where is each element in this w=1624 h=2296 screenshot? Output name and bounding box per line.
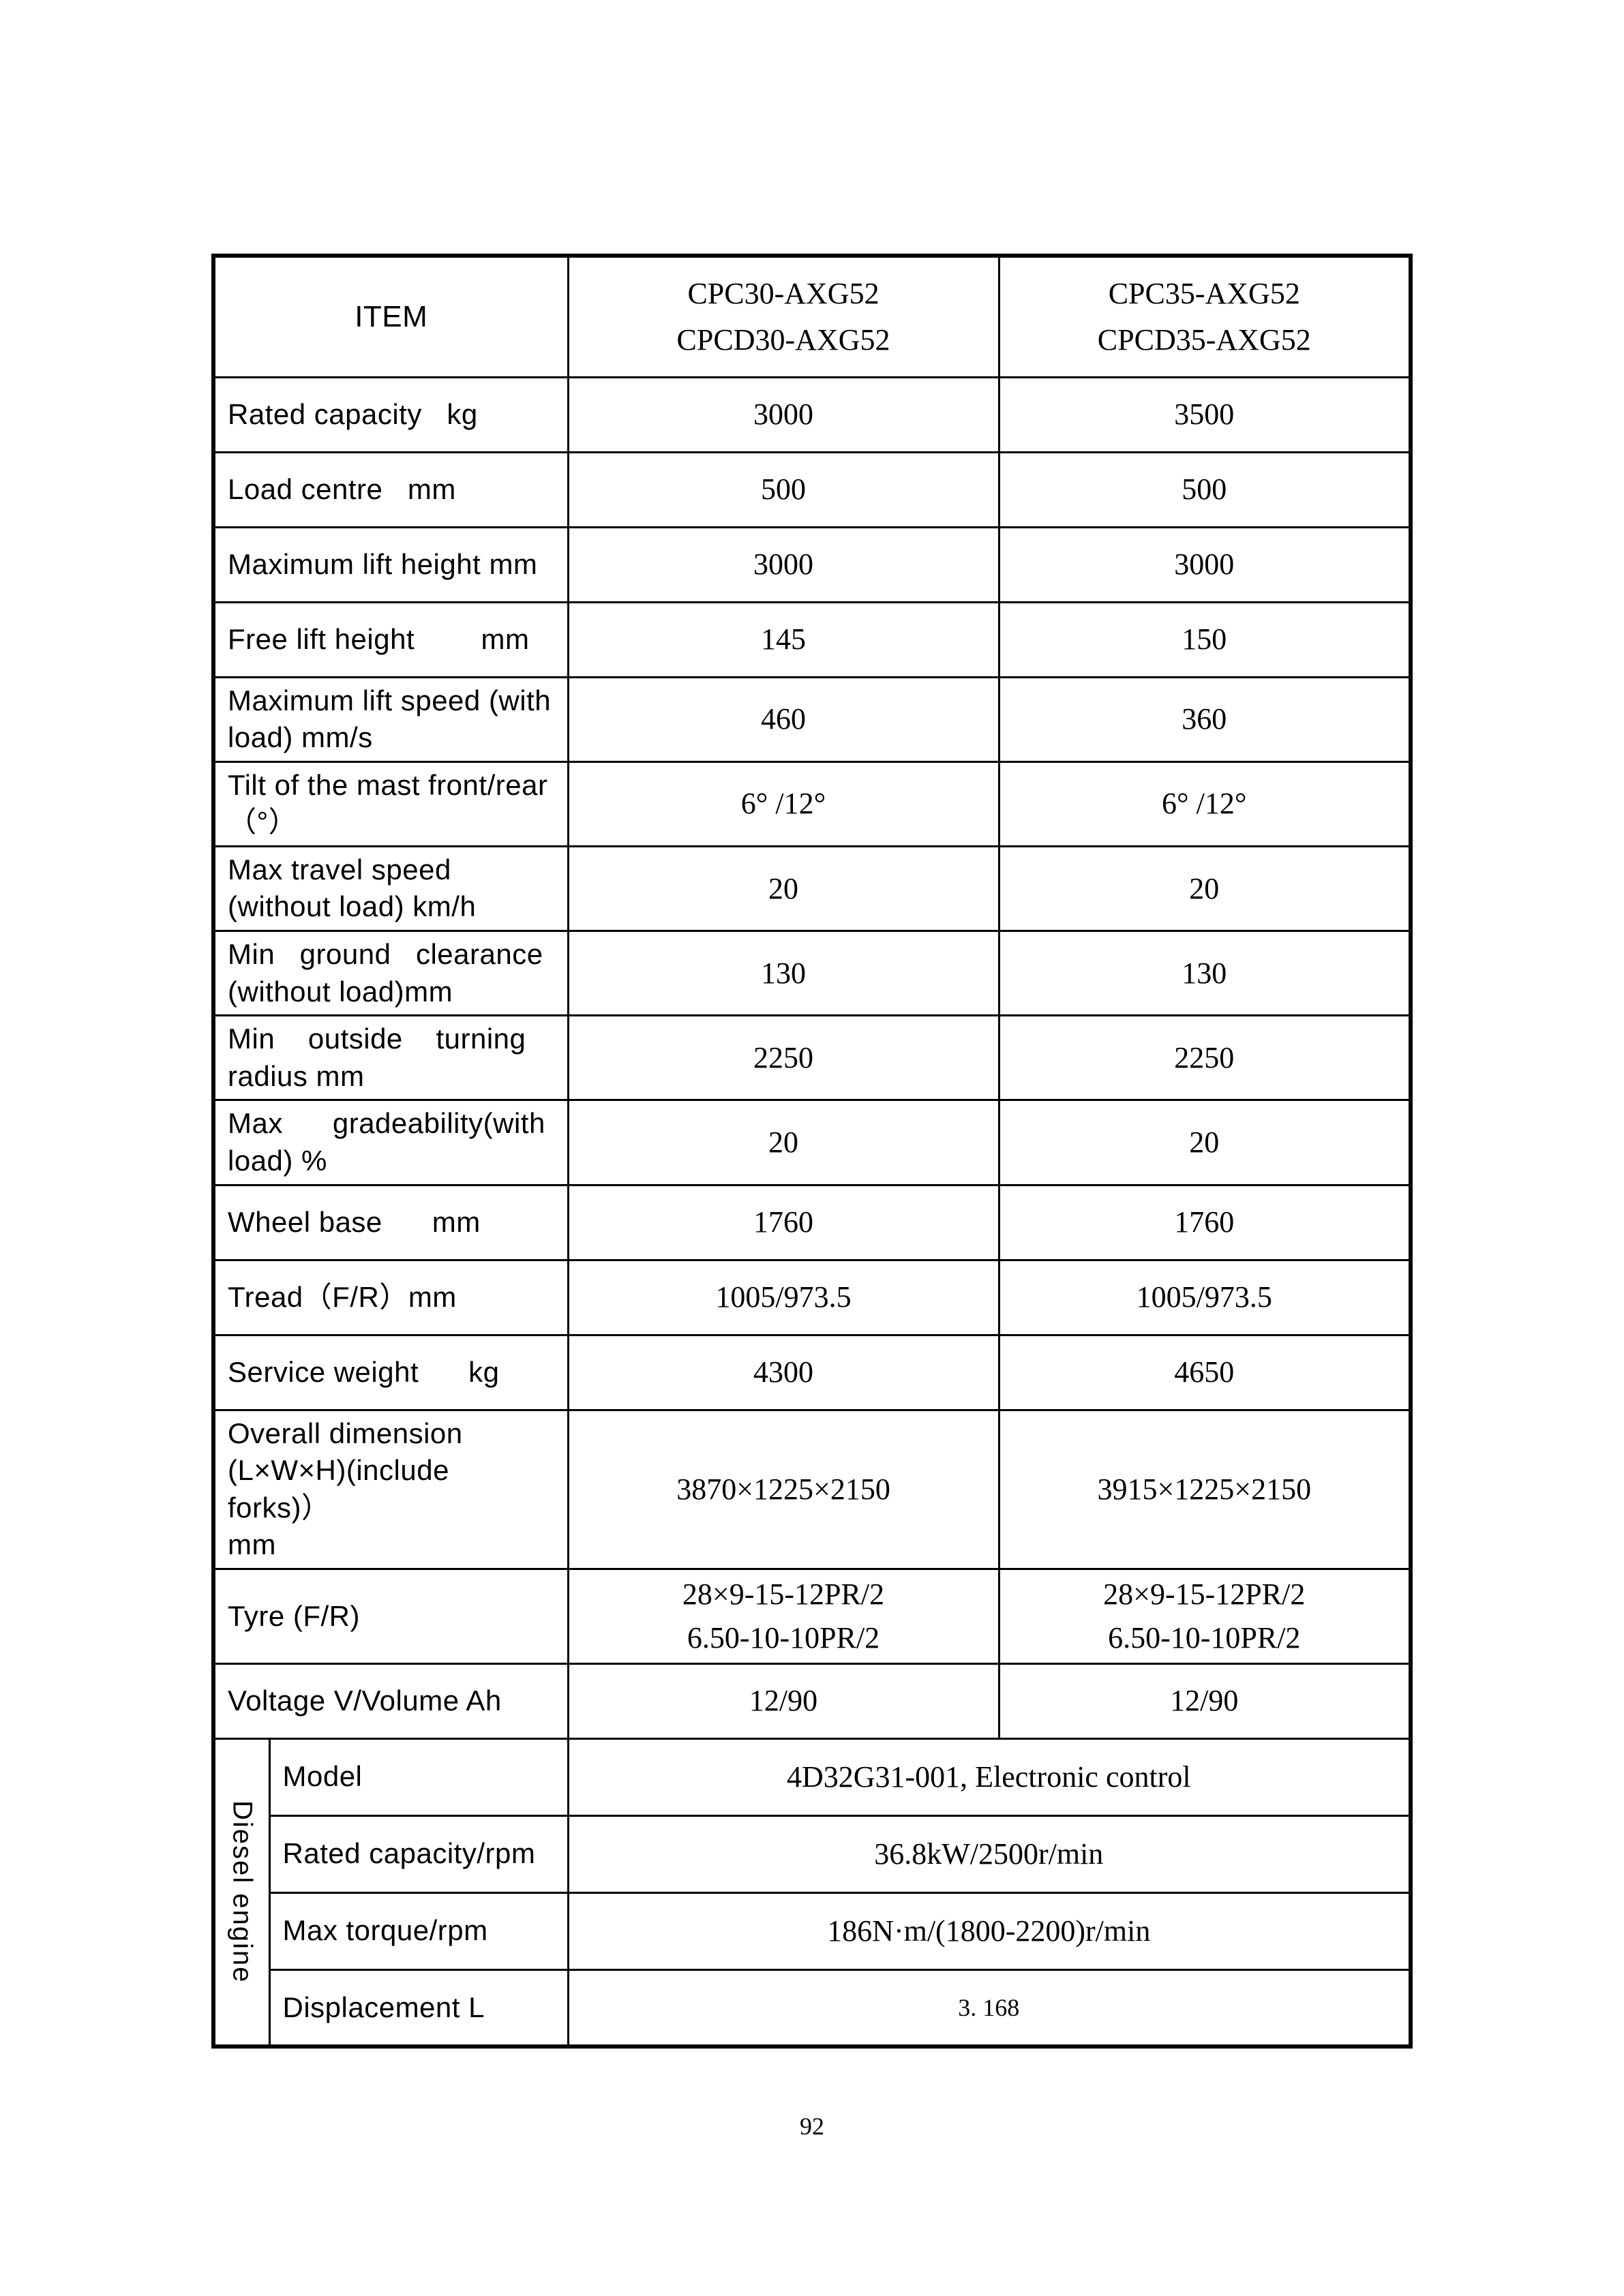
spec-label-rated-capacity: Rated capacity kg (212, 376, 569, 453)
engine-section-row: Rated capacity/rpm 36.8kW/2500r/min (213, 1814, 1412, 1894)
engine-value-displacement: 3. 168 (567, 1968, 1412, 2048)
spec-label-wheel-base: Wheel base mm (212, 1183, 569, 1261)
spec-value-b: 3000 (997, 526, 1412, 603)
spec-value-b: 1005/973.5 (997, 1258, 1412, 1336)
spec-value-b: 1760 (997, 1183, 1412, 1261)
spec-label-min-ground-clearance: Min ground clearance (without load)mm (212, 930, 569, 1017)
table-row: Voltage V/Volume Ah 12/90 12/90 (212, 1662, 1412, 1740)
engine-value-max-torque: 186N·m/(1800-2200)r/min (567, 1891, 1412, 1971)
table-header-row: ITEM CPC30-AXG52 CPCD30-AXG52 CPC35-AXG5… (212, 254, 1412, 378)
spec-value-a: 20 (567, 845, 1000, 933)
spec-value-b: 3500 (997, 376, 1412, 453)
table-row: Wheel base mm 1760 1760 (212, 1183, 1412, 1261)
engine-section-row: Max torque/rpm 186N·m/(1800-2200)r/min (213, 1891, 1412, 1971)
spec-label-tyre: Tyre (F/R) (212, 1568, 569, 1665)
spec-value-a: 3870×1225×2150 (567, 1408, 1000, 1571)
table-row: Service weight kg 4300 4650 (212, 1333, 1412, 1411)
spec-value-a: 4300 (567, 1333, 1000, 1411)
spec-value-a: 500 (567, 451, 1000, 528)
spec-label-load-centre: Load centre mm (212, 451, 569, 528)
spec-value-b: 20 (997, 845, 1412, 933)
spec-value-a: 28×9-15-12PR/2 6.50-10-10PR/2 (567, 1568, 1000, 1665)
engine-label-max-torque: Max torque/rpm (268, 1891, 569, 1971)
spec-value-a: 3000 (567, 526, 1000, 603)
table-row: Max travel speed (without load) km/h 20 … (212, 845, 1412, 933)
table-row: Tread（F/R）mm 1005/973.5 1005/973.5 (212, 1258, 1412, 1336)
engine-group-label: Diesel engine (212, 1737, 271, 2048)
table-row: Rated capacity kg 3000 3500 (212, 376, 1412, 453)
spec-label-max-gradeability: Max gradeability(with load) % (212, 1099, 569, 1186)
table-row: Free lift height mm 145 150 (212, 601, 1412, 678)
spec-label-max-lift-speed: Maximum lift speed (with load) mm/s (212, 676, 569, 763)
spec-value-b: 12/90 (997, 1662, 1412, 1740)
engine-label-displacement: Displacement L (268, 1968, 569, 2048)
spec-value-a: 3000 (567, 376, 1000, 453)
spec-value-a: 145 (567, 601, 1000, 678)
spec-label-max-lift-height: Maximum lift height mm (212, 526, 569, 603)
spec-value-b: 2250 (997, 1014, 1412, 1102)
spec-label-free-lift-height: Free lift height mm (212, 601, 569, 678)
engine-value-model: 4D32G31-001, Electronic control (567, 1737, 1412, 1817)
spec-value-a: 1005/973.5 (567, 1258, 1000, 1336)
engine-value-rated-capacity: 36.8kW/2500r/min (567, 1814, 1412, 1894)
table-row: Maximum lift speed (with load) mm/s 460 … (212, 676, 1412, 763)
spec-value-b: 6° /12° (997, 760, 1412, 847)
table-row: Min ground clearance (without load)mm 13… (212, 930, 1412, 1017)
spec-label-overall-dimension: Overall dimension (L×W×H)(include forks)… (212, 1408, 569, 1571)
spec-value-a: 130 (567, 930, 1000, 1017)
spec-value-b: 20 (997, 1099, 1412, 1186)
engine-section-row: Diesel engine Model 4D32G31-001, Electro… (212, 1737, 1412, 2048)
table-row: Max gradeability(with load) % 20 20 (212, 1099, 1412, 1186)
spec-value-a: 6° /12° (567, 760, 1000, 847)
spec-value-a: 1760 (567, 1183, 1000, 1261)
spec-label-min-turning-radius: Min outside turning radius mm (212, 1014, 569, 1102)
header-model-a-cell: CPC30-AXG52 CPCD30-AXG52 (567, 254, 1000, 378)
table-row: Load centre mm 500 500 (212, 451, 1412, 528)
table-row: Min outside turning radius mm 2250 2250 (212, 1014, 1412, 1102)
spec-value-b: 28×9-15-12PR/2 6.50-10-10PR/2 (997, 1568, 1412, 1665)
spec-label-tread: Tread（F/R）mm (212, 1258, 569, 1336)
engine-label-rated-capacity: Rated capacity/rpm (268, 1814, 569, 1894)
spec-value-b: 3915×1225×2150 (997, 1408, 1412, 1571)
spec-value-b: 150 (997, 601, 1412, 678)
header-model-b-cell: CPC35-AXG52 CPCD35-AXG52 (997, 254, 1412, 378)
spec-label-voltage: Voltage V/Volume Ah (212, 1662, 569, 1740)
table-row: Tilt of the mast front/rear （°） 6° /12° … (212, 760, 1412, 847)
spec-value-a: 460 (567, 676, 1000, 763)
spec-value-a: 2250 (567, 1014, 1000, 1102)
spec-label-max-travel-speed: Max travel speed (without load) km/h (212, 845, 569, 933)
header-item-cell: ITEM (212, 254, 569, 378)
page-number: 92 (800, 2113, 824, 2140)
spec-value-b: 360 (997, 676, 1412, 763)
spec-value-a: 12/90 (567, 1662, 1000, 1740)
engine-section-row: Displacement L 3. 168 (213, 1968, 1412, 2048)
spec-value-b: 500 (997, 451, 1412, 528)
spec-label-tilt-mast: Tilt of the mast front/rear （°） (212, 760, 569, 847)
forklift-spec-table: ITEM CPC30-AXG52 CPCD30-AXG52 CPC35-AXG5… (211, 254, 1413, 2049)
spec-value-b: 130 (997, 930, 1412, 1017)
table-row: Overall dimension (L×W×H)(include forks)… (212, 1408, 1412, 1571)
engine-label-model: Model (268, 1737, 569, 1817)
spec-label-service-weight: Service weight kg (212, 1333, 569, 1411)
spec-value-a: 20 (567, 1099, 1000, 1186)
table-row: Tyre (F/R) 28×9-15-12PR/2 6.50-10-10PR/2… (212, 1568, 1412, 1665)
spec-value-b: 4650 (997, 1333, 1412, 1411)
table-row: Maximum lift height mm 3000 3000 (212, 526, 1412, 603)
